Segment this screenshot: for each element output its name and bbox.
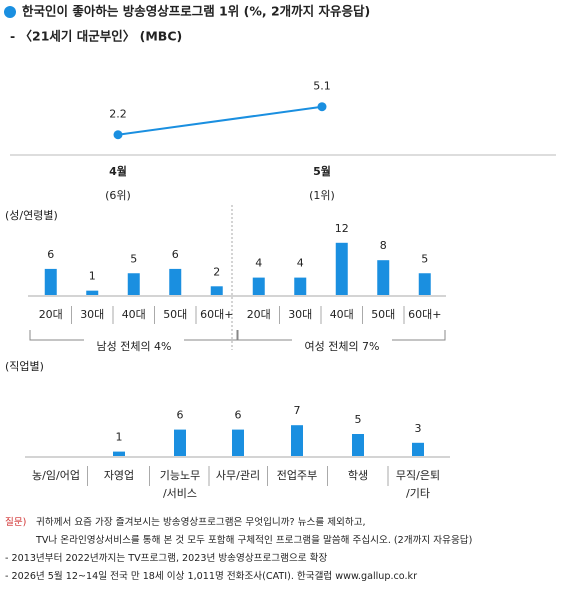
period-label: 4월 (109, 164, 127, 178)
category-label: 무직/은퇴 (396, 469, 440, 482)
value-label: 12 (335, 222, 349, 235)
bar (169, 268, 182, 295)
bar (291, 425, 303, 456)
bar (377, 260, 390, 295)
bar (113, 451, 125, 456)
value-label: 1 (89, 270, 96, 283)
title-bullet (4, 6, 16, 18)
bar (44, 268, 57, 295)
category-label: 30대 (80, 308, 104, 321)
category-label: 농/임/어업 (32, 469, 80, 482)
bar (412, 442, 424, 456)
category-label: 60대+ (408, 308, 441, 321)
bracket (237, 330, 446, 341)
bar (210, 286, 223, 295)
bar (127, 273, 140, 295)
bar (232, 429, 244, 456)
group-label: 여성 전체의 7% (304, 340, 379, 353)
value-label: 8 (380, 239, 387, 252)
value-label: 6 (235, 409, 242, 422)
value-label: 2 (213, 265, 220, 278)
group-label: 남성 전체의 4% (96, 340, 171, 353)
category-label: 30대 (288, 308, 312, 321)
category-label: 사무/관리 (216, 469, 260, 482)
value-label: 5 (130, 252, 137, 265)
bar (174, 429, 186, 456)
point (113, 130, 123, 140)
bar (352, 434, 364, 456)
title: 한국인이 좋아하는 방송영상프로그램 1위 (%, 2개까지 자유응답) (22, 4, 370, 19)
section-title: (성/연령별) (5, 209, 58, 222)
footnote: - 2026년 5월 12~14일 전국 만 18세 이상 1,011명 전화조… (5, 570, 417, 582)
question: 귀하께서 요즘 가장 즐겨보시는 방송영상프로그램은 무엇입니까? 뉴스를 제외… (36, 516, 366, 528)
category-label: 40대 (122, 308, 146, 321)
value-label: 3 (415, 422, 422, 435)
question-label: 질문) (5, 516, 26, 528)
value-label: 7 (294, 404, 301, 417)
category-label: 50대 (163, 308, 187, 321)
category-label: 60대+ (200, 308, 233, 321)
question: TV나 온라인영상서비스를 통해 본 것 모두 포함해 구체적인 프로그램을 말… (35, 534, 472, 546)
bracket (29, 330, 238, 341)
value-label: 6 (47, 248, 54, 261)
category-label: /서비스 (163, 487, 197, 500)
value-label: 4 (255, 257, 262, 270)
category-label: 전업주부 (277, 469, 317, 482)
value-label: 5.1 (313, 80, 331, 93)
value-label: 1 (116, 431, 123, 444)
bar (252, 277, 265, 295)
category-label: 40대 (330, 308, 354, 321)
value-label: 6 (172, 248, 179, 261)
value-label: 5 (421, 252, 428, 265)
point (317, 102, 327, 112)
period-label: 5월 (313, 164, 331, 178)
value-label: 4 (297, 257, 304, 270)
trend-line (117, 105, 323, 136)
rank-label: (6위) (105, 189, 131, 202)
category-label: 기능노무 (160, 469, 200, 482)
value-label: 5 (355, 413, 362, 426)
category-label: /기타 (406, 487, 430, 500)
bar (418, 273, 431, 295)
rank-label: (1위) (309, 189, 335, 202)
value-label: 2.2 (109, 108, 127, 121)
footnote: - 2013년부터 2022년까지는 TV프로그램, 2023년 방송영상프로그… (5, 552, 327, 564)
category-label: 50대 (371, 308, 395, 321)
category-label: 학생 (348, 469, 368, 482)
category-label: 자영업 (104, 469, 134, 482)
bar (335, 242, 348, 295)
bar (86, 290, 99, 295)
section-title: (직업별) (5, 360, 44, 373)
bar (294, 277, 307, 295)
category-label: 20대 (39, 308, 63, 321)
category-label: 20대 (247, 308, 271, 321)
subtitle: - 〈21세기 대군부인〉 (MBC) (10, 29, 182, 44)
value-label: 6 (177, 409, 184, 422)
